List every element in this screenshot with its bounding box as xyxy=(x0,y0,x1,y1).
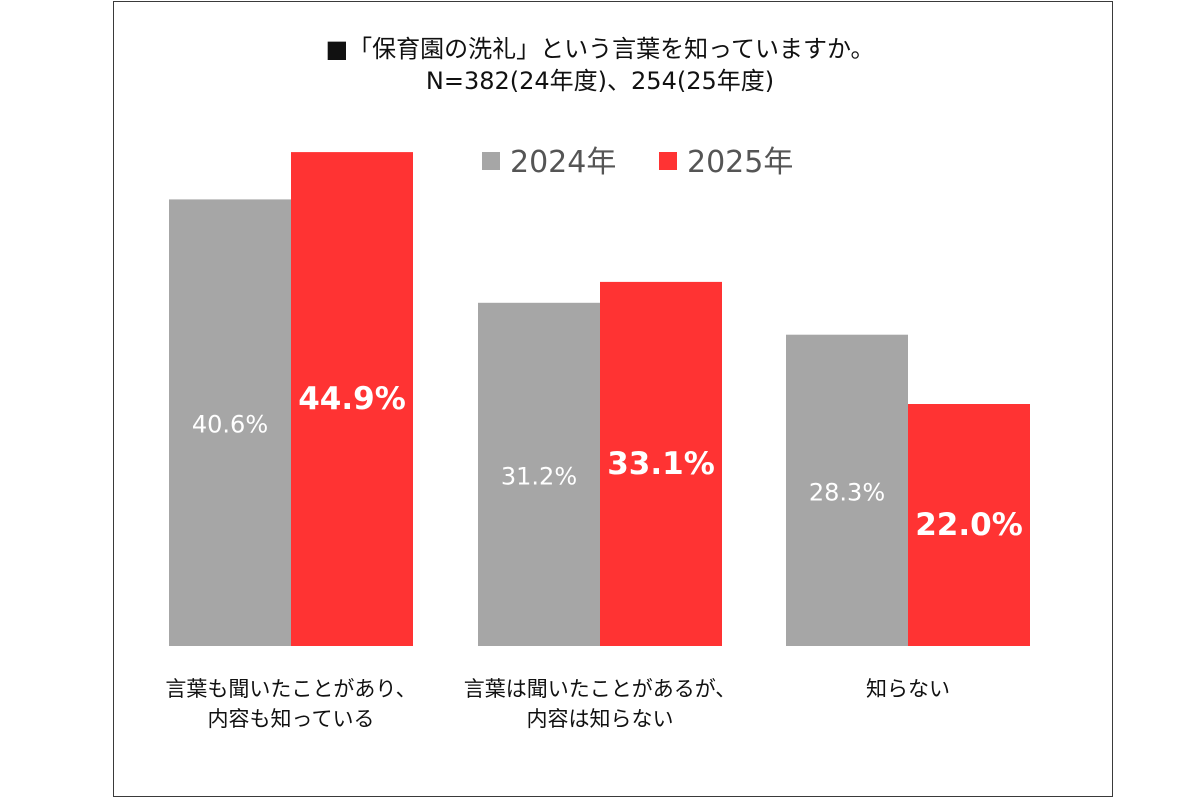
chart-subtitle-sample-size: N=382(24年度)、254(25年度) xyxy=(425,67,775,95)
legend-swatch-2024 xyxy=(482,152,500,170)
category-label-1: 言葉も聞いたことがあり、 内容も知っている xyxy=(141,674,441,734)
data-label-2024-cat-1: 40.6% xyxy=(192,411,268,439)
data-label-2025-cat-3: 22.0% xyxy=(915,507,1023,543)
legend-swatch-2025 xyxy=(659,152,677,170)
bar-2024-cat-2 xyxy=(478,302,600,646)
legend-label-2024: 2024年 xyxy=(510,145,616,180)
legend: 2024年 2025年 xyxy=(482,145,793,180)
bar-2025-cat-3 xyxy=(908,404,1030,646)
category-label-line: 言葉は聞いたことがあるが、 xyxy=(463,677,737,701)
bars-layer: 40.6% 31.2% 28.3% 44.9% 33.1% 22.0% xyxy=(169,152,1030,646)
bar-2025-cat-2 xyxy=(600,281,722,646)
chart-title: ■「保育園の洗礼」という言葉を知っていますか。 xyxy=(325,35,875,63)
legend-label-2025: 2025年 xyxy=(687,145,793,180)
bar-2024-cat-1 xyxy=(169,199,291,646)
data-label-2024-cat-2: 31.2% xyxy=(501,462,577,490)
category-label-line: 内容も知っている xyxy=(207,707,375,731)
category-label-line: 知らない xyxy=(866,677,950,701)
bar-2025-cat-1 xyxy=(291,152,413,646)
data-label-2024-cat-3: 28.3% xyxy=(809,478,885,506)
category-label-3: 知らない xyxy=(758,674,1058,704)
data-label-2025-cat-1: 44.9% xyxy=(298,381,406,417)
category-label-line: 内容は知らない xyxy=(526,707,674,731)
category-label-line: 言葉も聞いたことがあり、 xyxy=(165,677,417,701)
data-label-2025-cat-2: 33.1% xyxy=(607,446,715,482)
category-label-2: 言葉は聞いたことがあるが、 内容は知らない xyxy=(450,674,750,734)
bar-2024-cat-3 xyxy=(786,334,908,646)
